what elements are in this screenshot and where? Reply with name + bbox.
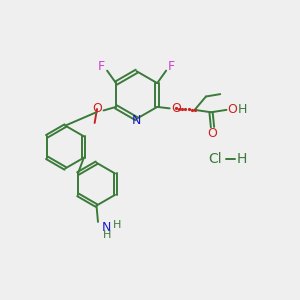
Text: H: H [113,220,122,230]
Text: F: F [98,60,105,73]
Text: N: N [102,221,112,234]
Text: O: O [171,102,181,115]
Text: N: N [132,114,141,127]
Text: H: H [237,152,247,166]
Text: O: O [92,103,102,116]
Text: H: H [103,230,111,240]
Text: O: O [227,103,237,116]
Text: O: O [208,127,218,140]
Text: Cl: Cl [208,152,222,166]
Text: F: F [168,60,175,73]
Text: H: H [238,103,248,116]
